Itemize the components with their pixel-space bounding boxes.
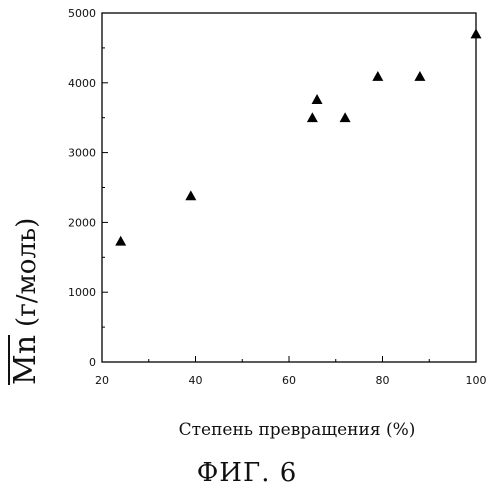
data-point-marker [372,71,383,81]
plot-frame [102,13,476,362]
data-point-marker [340,112,351,122]
x-tick-label: 100 [466,374,487,387]
x-tick-label: 20 [95,374,109,387]
y-tick-label: 4000 [68,77,96,90]
y-tick-label: 5000 [68,7,96,20]
y-tick-label: 3000 [68,147,96,160]
y-tick-label: 1000 [68,286,96,299]
x-axis-label: Степень превращения (%) [110,420,484,440]
data-point-marker [307,112,318,122]
x-ticks: 20 40 60 80 100 [95,356,487,387]
x-tick-label: 80 [376,374,390,387]
y-axis-unit: (г/моль) [12,218,42,327]
data-point-marker [471,28,482,38]
y-tick-label: 2000 [68,216,96,229]
x-tick-label: 40 [189,374,203,387]
data-point-marker [414,71,425,81]
x-tick-label: 60 [282,374,296,387]
y-axis-symbol: Mn [8,335,41,385]
data-points [115,28,481,245]
data-point-marker [185,190,196,200]
y-axis-label: Mn (г/моль) [8,85,48,385]
data-point-marker [312,94,323,104]
scatter-chart: 0 1000 2000 3000 4000 5000 20 40 60 80 100 [0,0,494,410]
axes [102,13,476,362]
y-tick-label: 0 [89,356,96,369]
data-point-marker [115,236,126,246]
figure-caption: ФИГ. 6 [0,458,494,488]
